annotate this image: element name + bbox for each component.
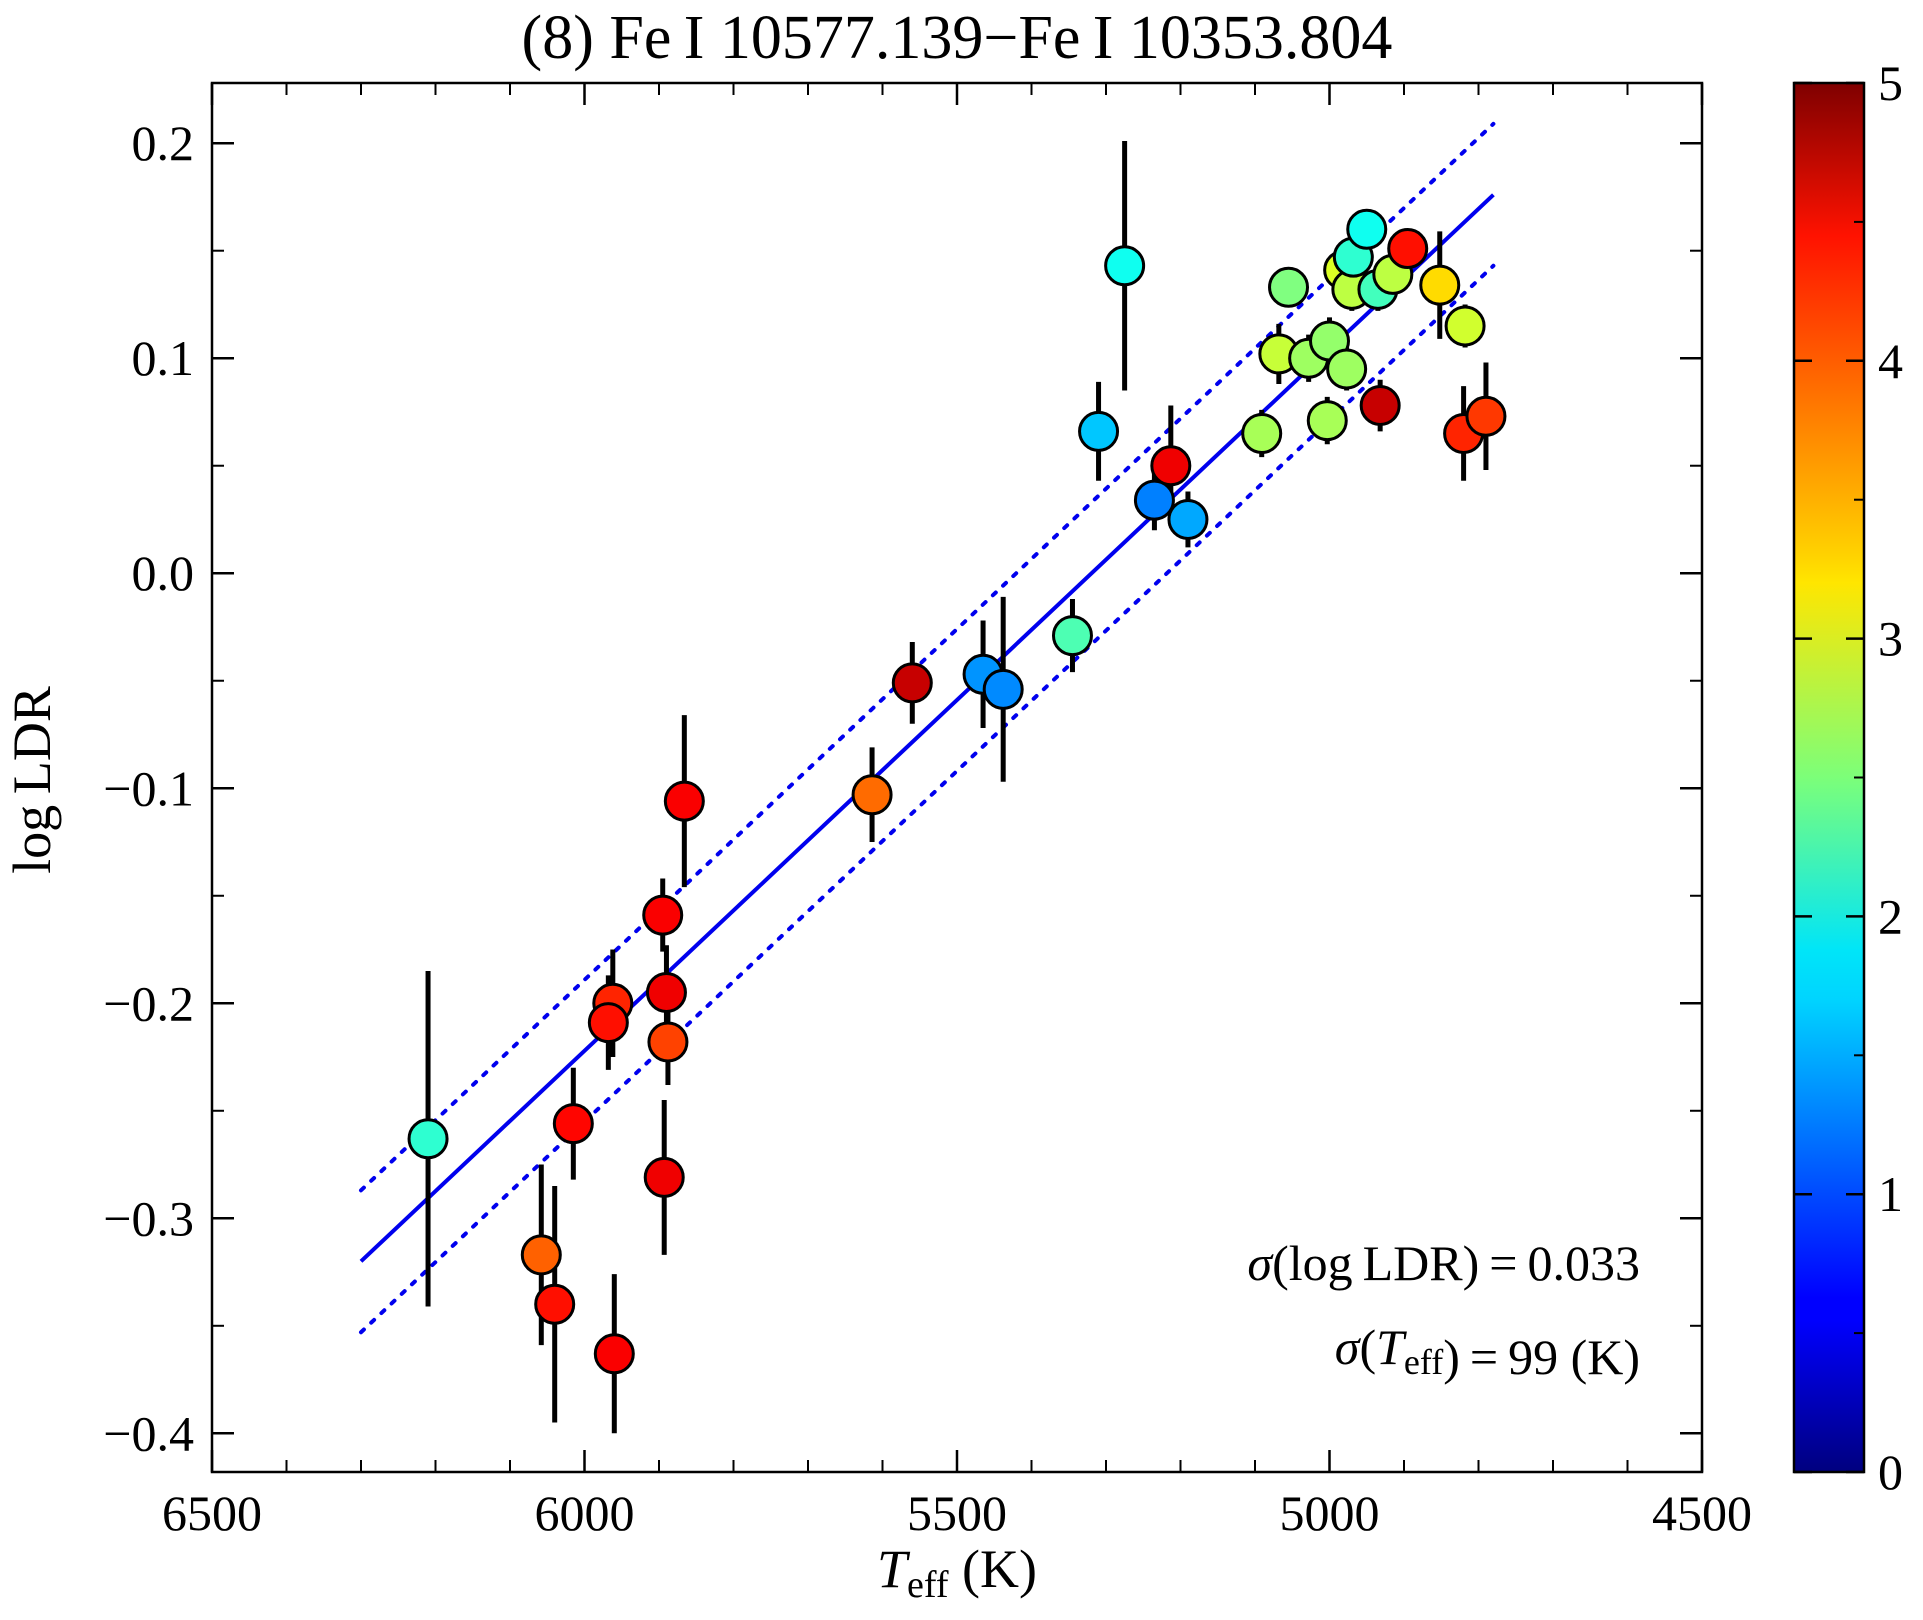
data-points bbox=[407, 208, 1507, 1375]
data-point bbox=[1306, 400, 1348, 442]
data-point bbox=[643, 1156, 685, 1198]
data-point bbox=[1133, 479, 1175, 521]
y-tick-label: 0.2 bbox=[132, 115, 195, 171]
data-point bbox=[407, 1118, 449, 1160]
colorbar-tick-label: 5 bbox=[1878, 55, 1903, 111]
data-point bbox=[593, 1333, 635, 1375]
data-point bbox=[520, 1234, 562, 1276]
data-point bbox=[1387, 228, 1429, 270]
data-point bbox=[1268, 266, 1310, 308]
data-point bbox=[645, 972, 687, 1014]
x-tick-label: 6000 bbox=[535, 1485, 635, 1541]
chart-title: (8) Fe I 10577.139−Fe I 10353.804 bbox=[522, 4, 1393, 72]
x-tick-label: 4500 bbox=[1652, 1485, 1752, 1541]
data-point bbox=[1444, 305, 1486, 347]
colorbar-tick-label: 1 bbox=[1878, 1166, 1903, 1222]
data-point bbox=[552, 1103, 594, 1145]
data-point bbox=[1167, 498, 1209, 540]
data-point bbox=[1326, 348, 1368, 390]
annotation-part: (log LDR) = 0.033 bbox=[1272, 1235, 1640, 1291]
data-point bbox=[642, 894, 684, 936]
data-point bbox=[1078, 410, 1120, 452]
data-point bbox=[534, 1283, 576, 1325]
x-tick-label: 5000 bbox=[1280, 1485, 1380, 1541]
data-point bbox=[982, 668, 1024, 710]
x-tick-label: 6500 bbox=[162, 1485, 262, 1541]
data-point bbox=[587, 1002, 629, 1044]
colorbar-tick-label: 3 bbox=[1878, 611, 1903, 667]
data-point bbox=[647, 1021, 689, 1063]
data-point bbox=[1051, 615, 1093, 657]
data-point bbox=[663, 780, 705, 822]
data-point bbox=[1346, 208, 1388, 250]
data-point bbox=[1104, 245, 1146, 287]
data-point bbox=[851, 774, 893, 816]
y-tick-label: 0.1 bbox=[132, 330, 195, 386]
x-label-main: T bbox=[877, 1539, 911, 1599]
x-axis-label: Teff (K) bbox=[877, 1539, 1037, 1606]
colorbar-tick-label: 0 bbox=[1878, 1444, 1903, 1500]
upper-bound-line bbox=[359, 121, 1496, 1193]
data-point bbox=[1150, 445, 1192, 487]
data-point bbox=[891, 662, 933, 704]
colorbar-axis: 0 1 2 3 4 5 bbox=[1794, 55, 1903, 1500]
data-point bbox=[1241, 412, 1283, 454]
fit-lines bbox=[359, 121, 1496, 1335]
y-tick-label: −0.1 bbox=[103, 760, 194, 816]
annotation-part: ( bbox=[1359, 1319, 1376, 1375]
y-axis-label: log LDR bbox=[2, 686, 62, 874]
stat-annotation: σ(log LDR) = 0.033 bbox=[1247, 1235, 1640, 1291]
data-point bbox=[1419, 264, 1461, 306]
annotation-part: σ bbox=[1335, 1319, 1362, 1375]
x-label-sub: eff bbox=[907, 1564, 949, 1606]
data-point bbox=[1465, 395, 1507, 437]
x-axis: 6500 6000 5500 5000 4500 bbox=[162, 83, 1752, 1541]
y-tick-label: −0.3 bbox=[103, 1190, 194, 1246]
annotation-part: σ bbox=[1247, 1235, 1274, 1291]
colorbar bbox=[1792, 81, 1866, 1474]
y-tick-label: −0.4 bbox=[103, 1405, 194, 1461]
annotation-part: T bbox=[1376, 1319, 1407, 1375]
x-tick-label: 5500 bbox=[907, 1485, 1007, 1541]
y-axis: −0.4 −0.3 −0.2 −0.1 0.0 0.1 0.2 bbox=[103, 115, 1702, 1461]
colorbar-tick-label: 2 bbox=[1878, 888, 1903, 944]
x-label-units: (K) bbox=[949, 1539, 1037, 1599]
y-tick-label: −0.2 bbox=[103, 975, 194, 1031]
colorbar-tick-label: 4 bbox=[1878, 333, 1903, 389]
data-point bbox=[1359, 385, 1401, 427]
annotation-part: eff bbox=[1404, 1342, 1443, 1382]
y-tick-label: 0.0 bbox=[132, 545, 195, 601]
plot-frame bbox=[210, 81, 1704, 1474]
stat-annotation: σ(Teff) = 99 (K) bbox=[1335, 1319, 1640, 1385]
annotation-part: ) = 99 (K) bbox=[1443, 1329, 1640, 1385]
